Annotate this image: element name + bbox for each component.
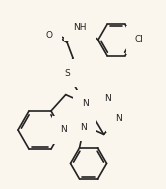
Text: N: N bbox=[115, 114, 122, 122]
Text: N: N bbox=[61, 125, 67, 135]
Text: Cl: Cl bbox=[135, 36, 143, 44]
Text: O: O bbox=[45, 30, 52, 40]
Text: S: S bbox=[64, 68, 70, 77]
Text: N: N bbox=[80, 123, 87, 132]
Text: N: N bbox=[104, 94, 111, 103]
Text: NH: NH bbox=[73, 22, 87, 32]
Text: N: N bbox=[83, 99, 89, 108]
